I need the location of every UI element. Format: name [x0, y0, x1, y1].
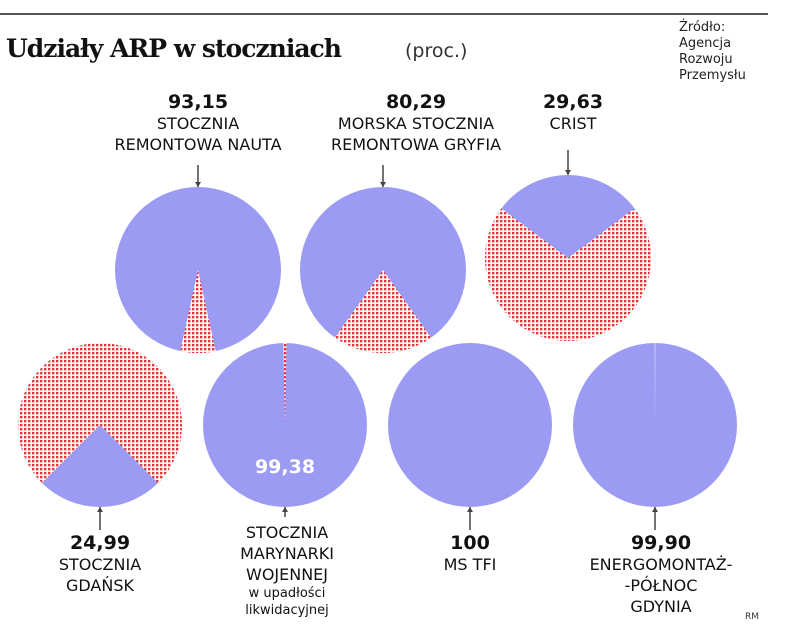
arrow-head-icon: [195, 182, 201, 187]
pie-rest-slice: [17, 343, 182, 484]
pie-label: 29,63 CRIST: [543, 92, 603, 134]
pie-rest-slice: [180, 270, 216, 353]
chart-unit: (proc.): [405, 40, 468, 62]
pie-label: 99,90 ENERGOMONTAŻ- -PÓŁNOC GDYNIA: [590, 533, 733, 617]
pie-value: 80,29: [385, 91, 447, 113]
pie-name: REMONTOWA GRYFIA: [330, 135, 502, 154]
pie-name: MORSKA STOCZNIA: [337, 114, 495, 133]
pie-value: 100: [450, 532, 490, 554]
source-line: Przemysłu: [679, 68, 746, 83]
pie-label: 100 MS TFI: [444, 533, 497, 575]
pie-rest-slice: [283, 343, 287, 425]
source-line: Agencja: [679, 36, 732, 51]
pie-name: ENERGOMONTAŻ-: [589, 555, 733, 574]
top-rule: [0, 13, 768, 15]
pie-name: STOCZNIA: [58, 555, 142, 574]
pie-value: 99,38: [255, 456, 315, 478]
pie-name: GDAŃSK: [65, 576, 134, 595]
pie-name: MS TFI: [443, 555, 497, 574]
arrow-head-icon: [467, 507, 473, 512]
pie-name: MARYNARKI: [240, 544, 334, 563]
pie-name: REMONTOWA NAUTA: [114, 135, 282, 154]
pie-value: 99,90: [630, 532, 692, 554]
credit: RM: [745, 612, 760, 622]
pie-value: 24,99: [69, 532, 131, 554]
arrow-head-icon: [565, 170, 571, 175]
arrow-head-icon: [380, 182, 386, 187]
pie-label: STOCZNIA MARYNARKI WOJENNEJ w upadłości likw…: [240, 522, 334, 619]
pie-name: CRIST: [549, 114, 597, 133]
pie-label: 93,15 STOCZNIA REMONTOWA NAUTA: [114, 92, 281, 155]
pie-rest-slice: [654, 342, 656, 425]
arrow-head-icon: [652, 507, 658, 512]
pie-rest-slice: [334, 270, 432, 353]
source-line: Rozwoju: [679, 52, 733, 67]
pie-note: w upadłości: [248, 586, 326, 601]
arrow-head-icon: [282, 507, 288, 512]
pie-name: WOJENNEJ: [245, 565, 329, 584]
pie-note: likwidacyjnej: [245, 603, 329, 618]
pie-value: 29,63: [542, 91, 604, 113]
pie-name: GDYNIA: [630, 597, 692, 616]
chart-title: Udziały ARP w stoczniach: [6, 34, 342, 63]
arrow-head-icon: [97, 507, 103, 512]
pie-share-slice: [388, 343, 552, 507]
source-line: Źródło:: [679, 20, 726, 35]
pie-value: 93,15: [167, 91, 229, 113]
source-note: Źródło: Agencja Rozwoju Przemysłu: [679, 20, 746, 84]
pie-label: 24,99 STOCZNIA GDAŃSK: [59, 533, 141, 596]
pie-label: 80,29 MORSKA STOCZNIA REMONTOWA GRYFIA: [331, 92, 501, 155]
pie-name: STOCZNIA: [156, 114, 240, 133]
pie-rest-slice: [485, 208, 651, 341]
pie-name: -PÓŁNOC: [624, 576, 698, 595]
pie-name: STOCZNIA: [245, 523, 329, 542]
